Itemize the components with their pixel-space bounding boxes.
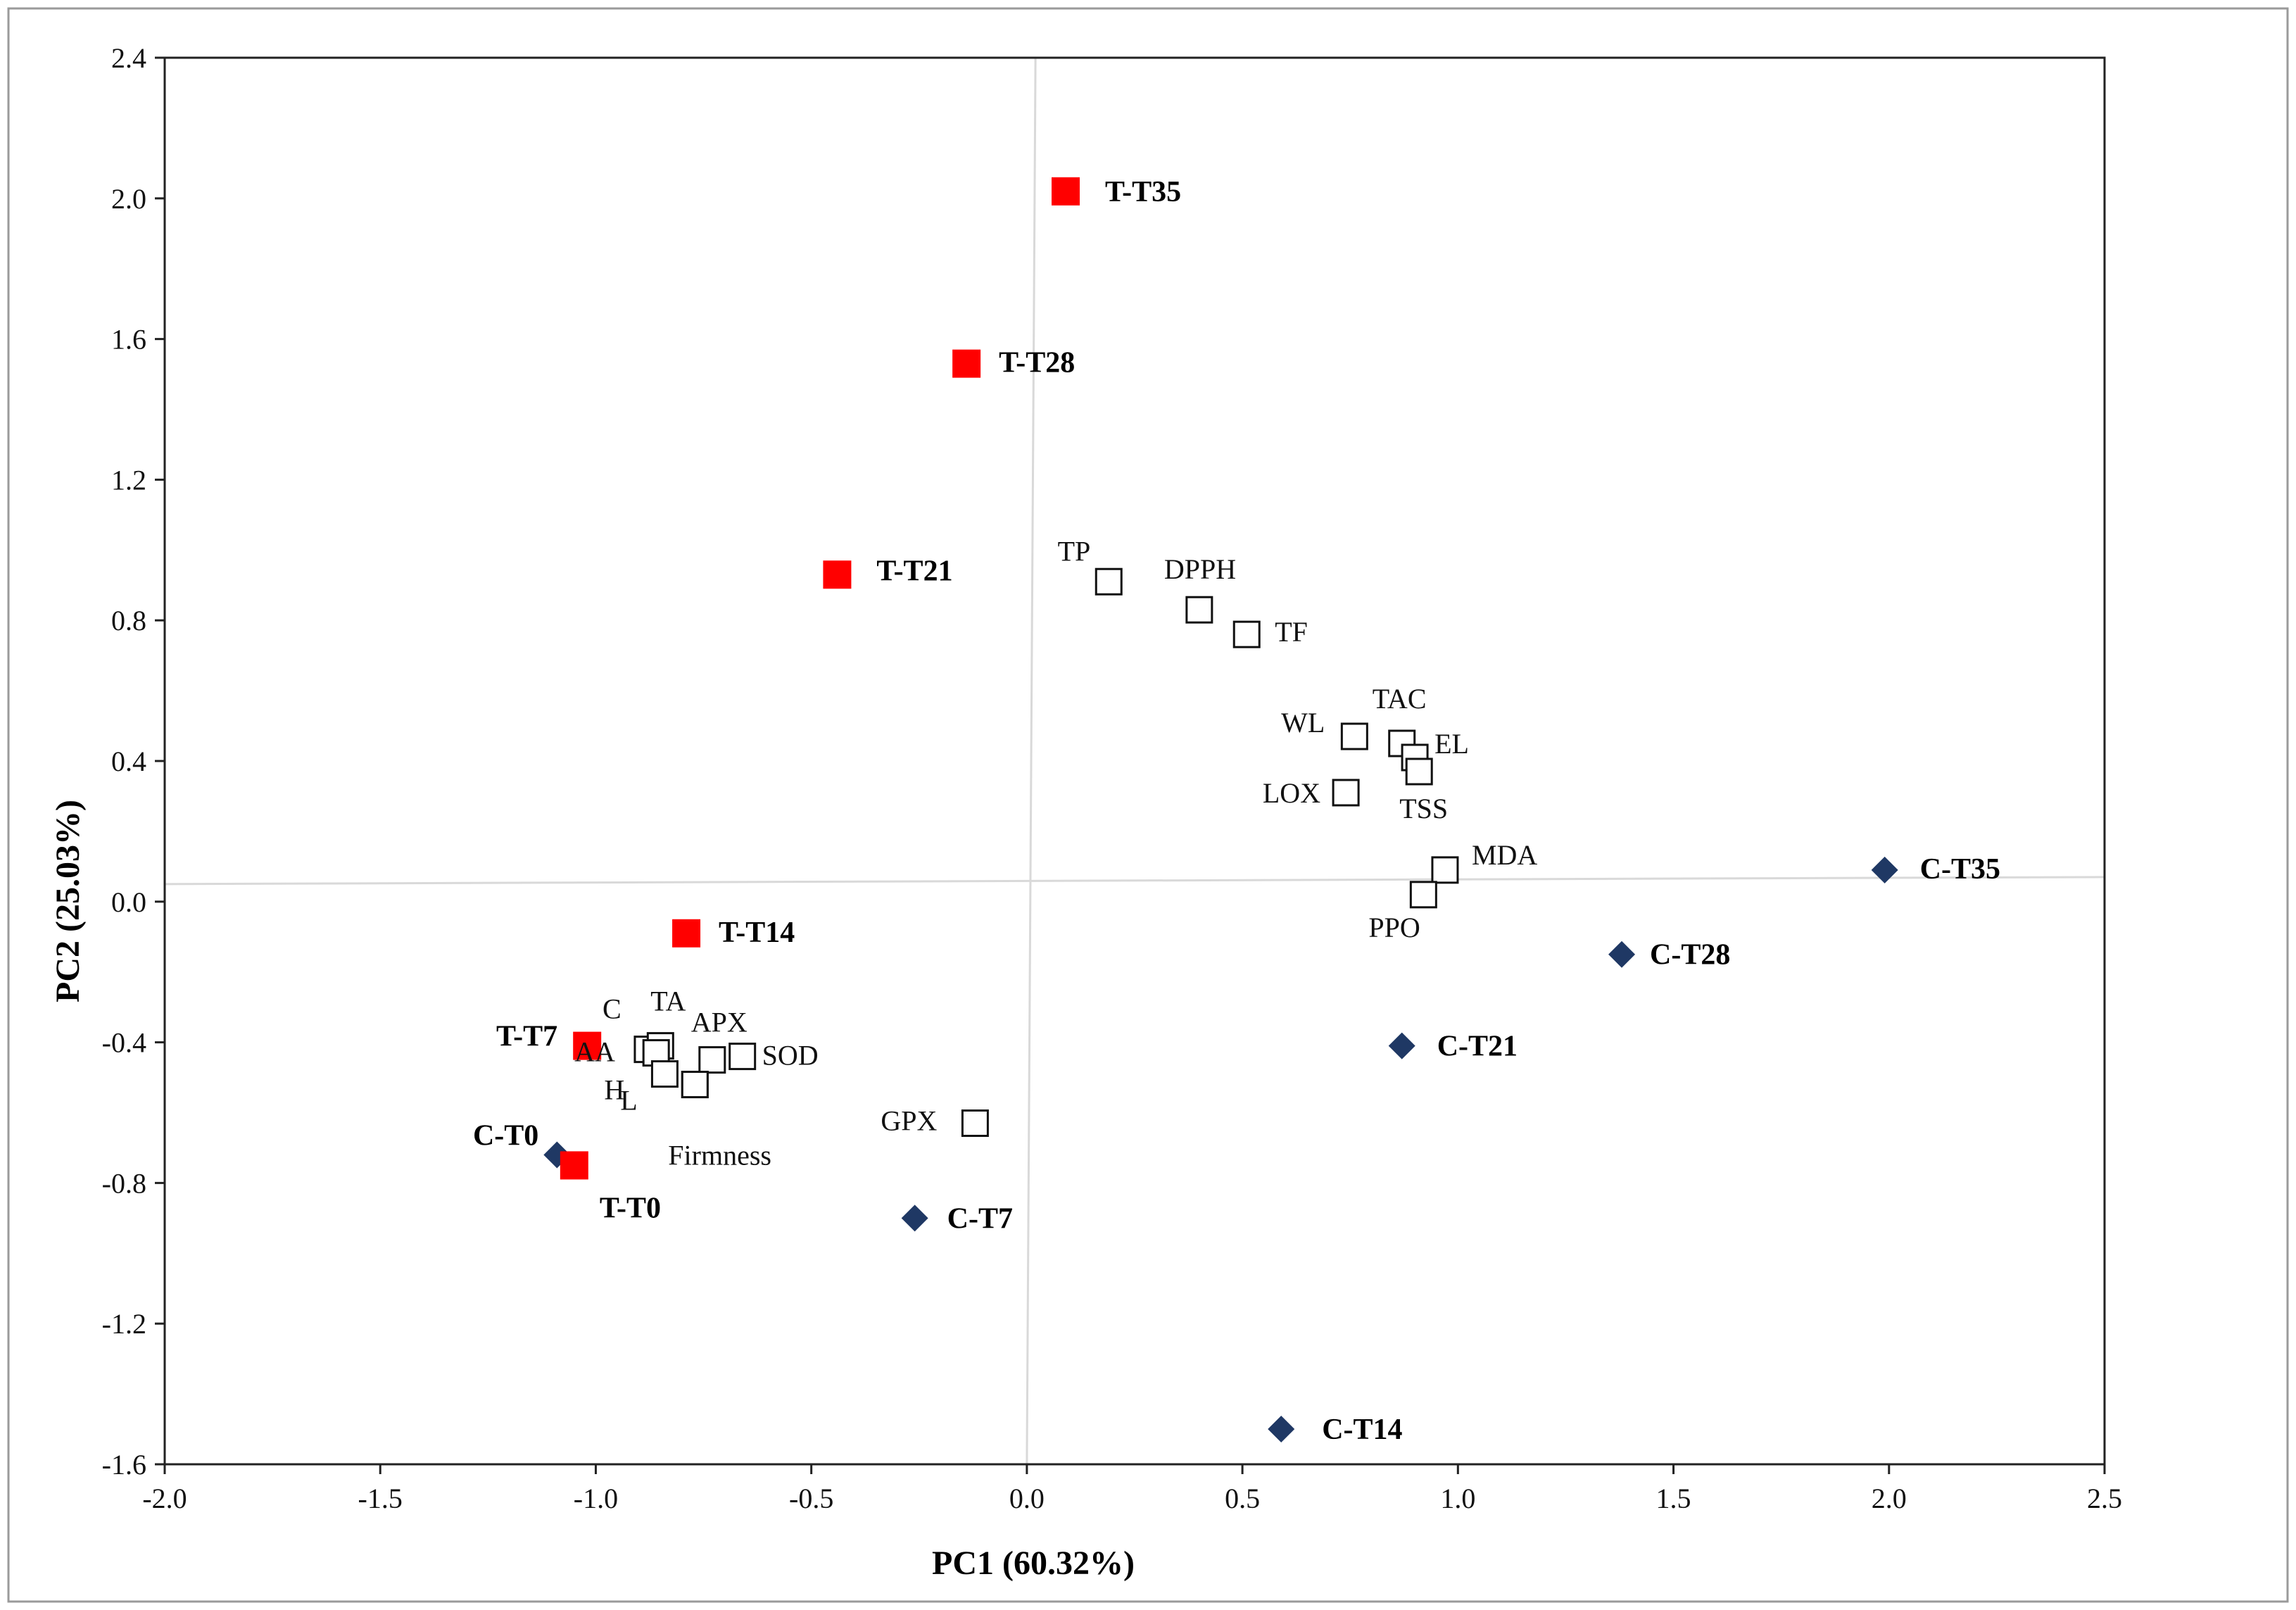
variable-label-apx: APX — [691, 1007, 748, 1038]
control-points — [543, 856, 1898, 1443]
x-tick-label: 1.0 — [1440, 1483, 1475, 1514]
variable-label-tac: TAC — [1373, 683, 1427, 715]
treated-marker-t-t28 — [952, 349, 981, 378]
variable-label-aa: AA — [574, 1036, 615, 1068]
x-tick-label: 0.0 — [1009, 1483, 1045, 1514]
control-marker-c-t14 — [1268, 1416, 1295, 1443]
treated-points — [560, 177, 1080, 1180]
variable-marker-h — [650, 1060, 679, 1088]
treated-marker-t-t21 — [823, 560, 852, 589]
treated-label-t-t7: T-T7 — [496, 1021, 557, 1053]
variable-label-dpph: DPPH — [1164, 553, 1236, 585]
variable-label-wl: WL — [1281, 707, 1325, 738]
variable-marker-gpx — [961, 1109, 989, 1137]
control-label-c-t35: C-T35 — [1920, 853, 2000, 886]
y-axis-title: PC2 (25.03%) — [49, 800, 87, 1002]
treated-label-t-t14: T-T14 — [719, 917, 795, 949]
x-tick-label: -2.0 — [142, 1483, 187, 1514]
x-tick-label: -0.5 — [789, 1483, 833, 1514]
variable-label-h: H — [604, 1074, 624, 1106]
variable-marker-wl — [1340, 722, 1368, 750]
treated-label-t-t21: T-T21 — [876, 555, 952, 587]
variable-label-lox: LOX — [1263, 777, 1320, 809]
x-tick-label: 1.5 — [1656, 1483, 1691, 1514]
variable-label-tf: TF — [1275, 616, 1308, 648]
variable-marker-tss — [1405, 757, 1433, 786]
variable-label-mda: MDA — [1472, 839, 1537, 871]
y-tick-label: 2.4 — [111, 42, 146, 74]
y-tick-label: 1.6 — [111, 324, 146, 356]
reference-line-vertical — [1026, 57, 1037, 1465]
x-tick-label: -1.0 — [574, 1483, 618, 1514]
treated-label-t-t28: T-T28 — [999, 347, 1075, 379]
variable-label-ppo: PPO — [1368, 912, 1420, 943]
treated-marker-t-t14 — [672, 919, 701, 948]
outer-frame — [7, 7, 2289, 1603]
control-label-c-t7: C-T7 — [947, 1202, 1013, 1235]
y-tick-label: 0.4 — [111, 746, 146, 777]
y-tick-label: 0.8 — [111, 605, 146, 636]
y-tick-label: 0.0 — [111, 886, 146, 918]
variable-marker-mda — [1431, 856, 1459, 884]
variable-marker-tp — [1095, 567, 1123, 596]
treated-marker-t-t7 — [573, 1031, 602, 1060]
variable-label-el: EL — [1434, 728, 1469, 760]
y-tick-label: 2.0 — [111, 183, 146, 215]
treated-label-t-t0: T-T0 — [600, 1192, 661, 1224]
variable-marker-sod — [728, 1043, 757, 1071]
variable-marker-apx — [698, 1046, 726, 1074]
variable-label-tp: TP — [1058, 535, 1091, 567]
variable-marker-firmness — [681, 1071, 709, 1099]
y-tick-label: -0.4 — [102, 1027, 146, 1059]
x-tick-label: 2.5 — [2087, 1483, 2122, 1514]
control-marker-c-t7 — [901, 1205, 928, 1232]
variable-label-gpx: GPX — [881, 1105, 937, 1136]
x-axis-title: PC1 (60.32%) — [932, 1545, 1135, 1582]
control-label-c-t0: C-T0 — [473, 1119, 538, 1152]
reference-lines — [164, 57, 2105, 1465]
variable-label-tss: TSS — [1399, 793, 1448, 824]
x-tick-label: 2.0 — [1872, 1483, 1907, 1514]
y-tick-label: -0.8 — [102, 1167, 146, 1199]
point-labels: T-T0 T-T7 T-T14 T-T21 T-T28 T-T35 C-T0 C-T7 C-T1… — [473, 176, 2000, 1446]
control-label-c-t21: C-T21 — [1437, 1031, 1518, 1063]
variable-label-firmness: Firmness — [668, 1140, 771, 1171]
variable-label-c: C — [603, 993, 622, 1025]
reference-line-horizontal — [164, 876, 2105, 886]
variable-points — [633, 567, 1459, 1137]
control-marker-c-t28 — [1608, 941, 1636, 968]
treated-marker-t-t0 — [560, 1151, 588, 1180]
variable-label-l: L — [620, 1085, 637, 1117]
y-tick-label: 1.2 — [111, 464, 146, 496]
x-tick-label: -1.5 — [358, 1483, 403, 1514]
x-axis: -2.0 -1.5 -1.0 -0.5 0.0 0.5 1.0 1.5 2.0 2.5 — [142, 1464, 2122, 1514]
control-marker-c-t21 — [1388, 1032, 1415, 1059]
variable-marker-lox — [1332, 779, 1360, 807]
variable-marker-tf — [1232, 620, 1261, 648]
y-axis: 2.4 2.0 1.6 1.2 0.8 0.4 0.0 -0.4 -0.8 -1.2 -1.6 — [102, 42, 165, 1480]
variable-marker-dpph — [1185, 596, 1213, 624]
treated-label-t-t35: T-T35 — [1105, 176, 1181, 208]
treated-marker-t-t35 — [1052, 177, 1080, 206]
control-label-c-t14: C-T14 — [1322, 1414, 1402, 1446]
x-tick-label: 0.5 — [1225, 1483, 1260, 1514]
control-label-c-t28: C-T28 — [1650, 939, 1730, 971]
control-marker-c-t35 — [1871, 856, 1898, 883]
y-tick-label: -1.2 — [102, 1308, 146, 1340]
variable-label-sod: SOD — [762, 1040, 819, 1071]
y-tick-label: -1.6 — [102, 1449, 146, 1480]
variable-label-ta: TA — [650, 986, 686, 1017]
variable-marker-ppo — [1409, 881, 1437, 909]
